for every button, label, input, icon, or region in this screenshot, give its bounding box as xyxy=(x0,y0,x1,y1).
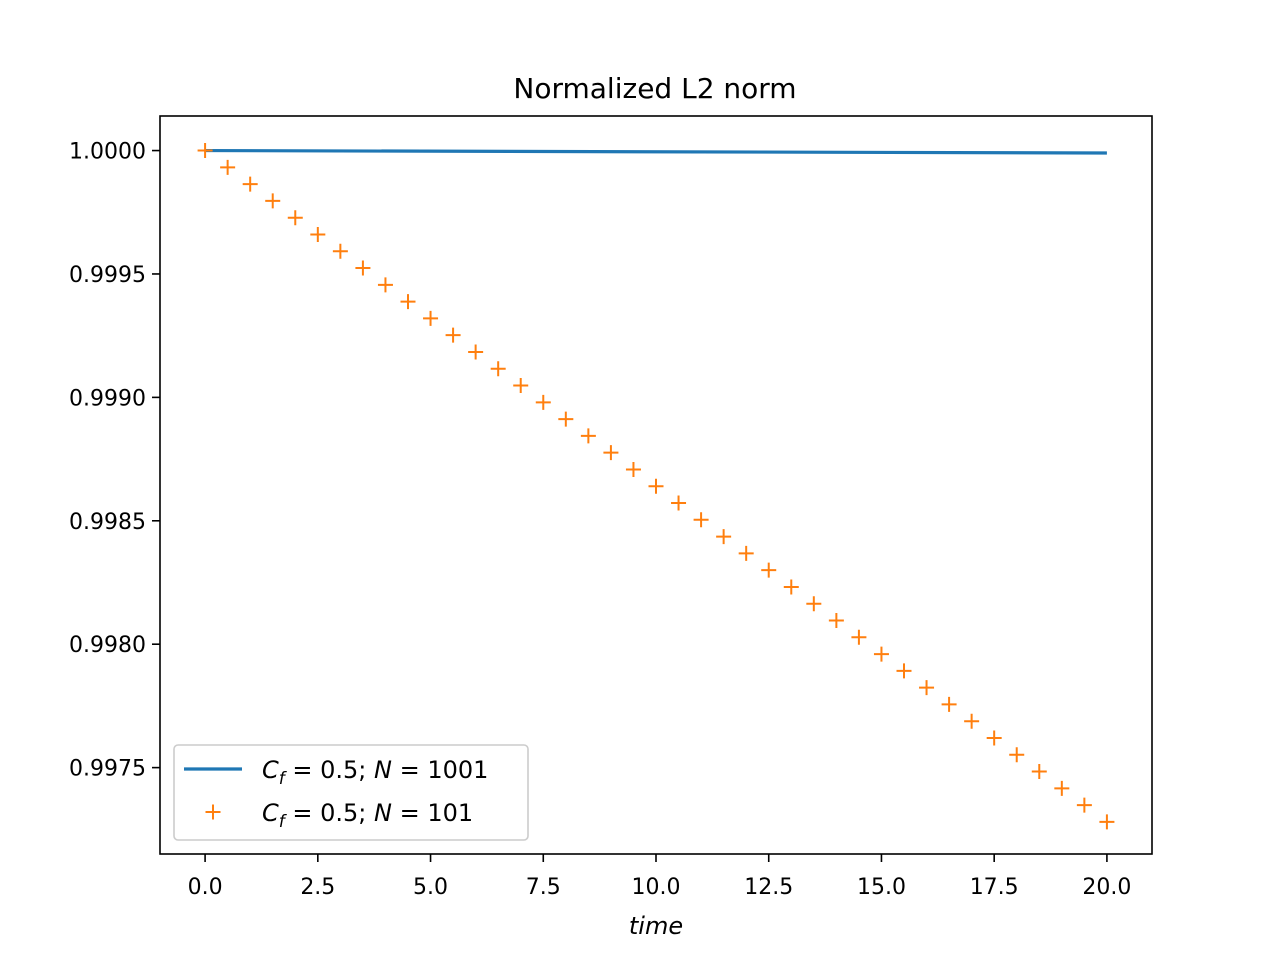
data-point xyxy=(400,294,416,310)
data-point xyxy=(580,428,596,444)
data-point xyxy=(896,663,912,679)
data-point xyxy=(535,394,551,410)
x-tick-label: 15.0 xyxy=(857,875,906,900)
series-markers-1 xyxy=(197,143,1115,830)
y-tick-label: 0.9990 xyxy=(69,386,146,411)
x-tick-label: 2.5 xyxy=(300,875,335,900)
x-tick-label: 20.0 xyxy=(1082,875,1131,900)
legend-var: N xyxy=(374,756,392,784)
legend-symbol: C xyxy=(262,799,279,827)
data-point xyxy=(490,361,506,377)
data-point xyxy=(445,327,461,343)
data-point xyxy=(1031,764,1047,780)
y-tick-label: 0.9995 xyxy=(69,263,146,288)
data-point xyxy=(197,143,213,159)
data-point xyxy=(603,445,619,461)
legend-label: Cf = 0.5; N = 1001 xyxy=(262,756,488,789)
data-point xyxy=(1009,747,1025,763)
series-line-0 xyxy=(205,148,1107,155)
legend-var: N xyxy=(374,799,392,827)
legend-value: = 101 xyxy=(392,799,473,827)
legend-value: = 1001 xyxy=(392,756,488,784)
x-tick-label: 12.5 xyxy=(744,875,793,900)
data-point xyxy=(964,713,980,729)
data-point xyxy=(693,512,709,528)
series-layer xyxy=(197,143,1115,830)
legend-swatch xyxy=(205,804,221,820)
data-point xyxy=(265,193,281,209)
data-point xyxy=(513,378,529,394)
data-point xyxy=(1054,780,1070,796)
legend-label: Cf = 0.5; N = 101 xyxy=(262,799,473,832)
x-tick-label: 10.0 xyxy=(632,875,681,900)
data-point xyxy=(671,495,687,511)
data-point xyxy=(806,596,822,612)
x-axis: 0.0 2.5 5.0 7.5 10.0 12.5 15.0 17.5 20.0 xyxy=(188,854,1131,900)
data-point xyxy=(558,411,574,427)
data-point xyxy=(355,260,371,276)
legend-symbol: C xyxy=(262,756,279,784)
legend-frame xyxy=(173,744,529,841)
data-point xyxy=(873,646,889,662)
data-point xyxy=(783,579,799,595)
data-point xyxy=(851,629,867,645)
y-tick-label: 0.9980 xyxy=(69,633,146,658)
data-point xyxy=(220,159,236,175)
legend-subscript: f xyxy=(279,769,288,789)
data-point xyxy=(625,461,641,477)
data-point xyxy=(919,680,935,696)
data-point xyxy=(468,344,484,360)
data-point xyxy=(310,226,326,242)
data-point xyxy=(738,545,754,561)
y-tick-label: 0.9985 xyxy=(69,510,146,535)
data-point xyxy=(828,613,844,629)
data-point xyxy=(648,478,664,494)
y-tick-label: 1.0000 xyxy=(69,140,146,165)
x-tick-label: 17.5 xyxy=(970,875,1019,900)
data-point xyxy=(716,529,732,545)
legend-subscript: f xyxy=(279,812,288,832)
chart-title: Normalized L2 norm xyxy=(513,72,796,105)
data-point xyxy=(332,243,348,259)
data-point xyxy=(941,696,957,712)
y-axis: 0.9975 0.9980 0.9985 0.9990 0.9995 1.0000 xyxy=(69,140,160,782)
data-point xyxy=(1099,814,1115,830)
x-axis-label: time xyxy=(629,912,683,940)
y-tick-label: 0.9975 xyxy=(69,757,146,782)
data-point xyxy=(1076,797,1092,813)
x-tick-label: 0.0 xyxy=(188,875,223,900)
x-tick-label: 5.0 xyxy=(413,875,448,900)
legend-eq: = 0.5; xyxy=(285,756,374,784)
data-point xyxy=(377,277,393,293)
data-point xyxy=(423,310,439,326)
data-point xyxy=(761,562,777,578)
x-tick-label: 7.5 xyxy=(526,875,561,900)
data-point xyxy=(242,176,258,192)
legend-eq: = 0.5; xyxy=(285,799,374,827)
data-point xyxy=(986,730,1002,746)
data-point xyxy=(287,210,303,226)
